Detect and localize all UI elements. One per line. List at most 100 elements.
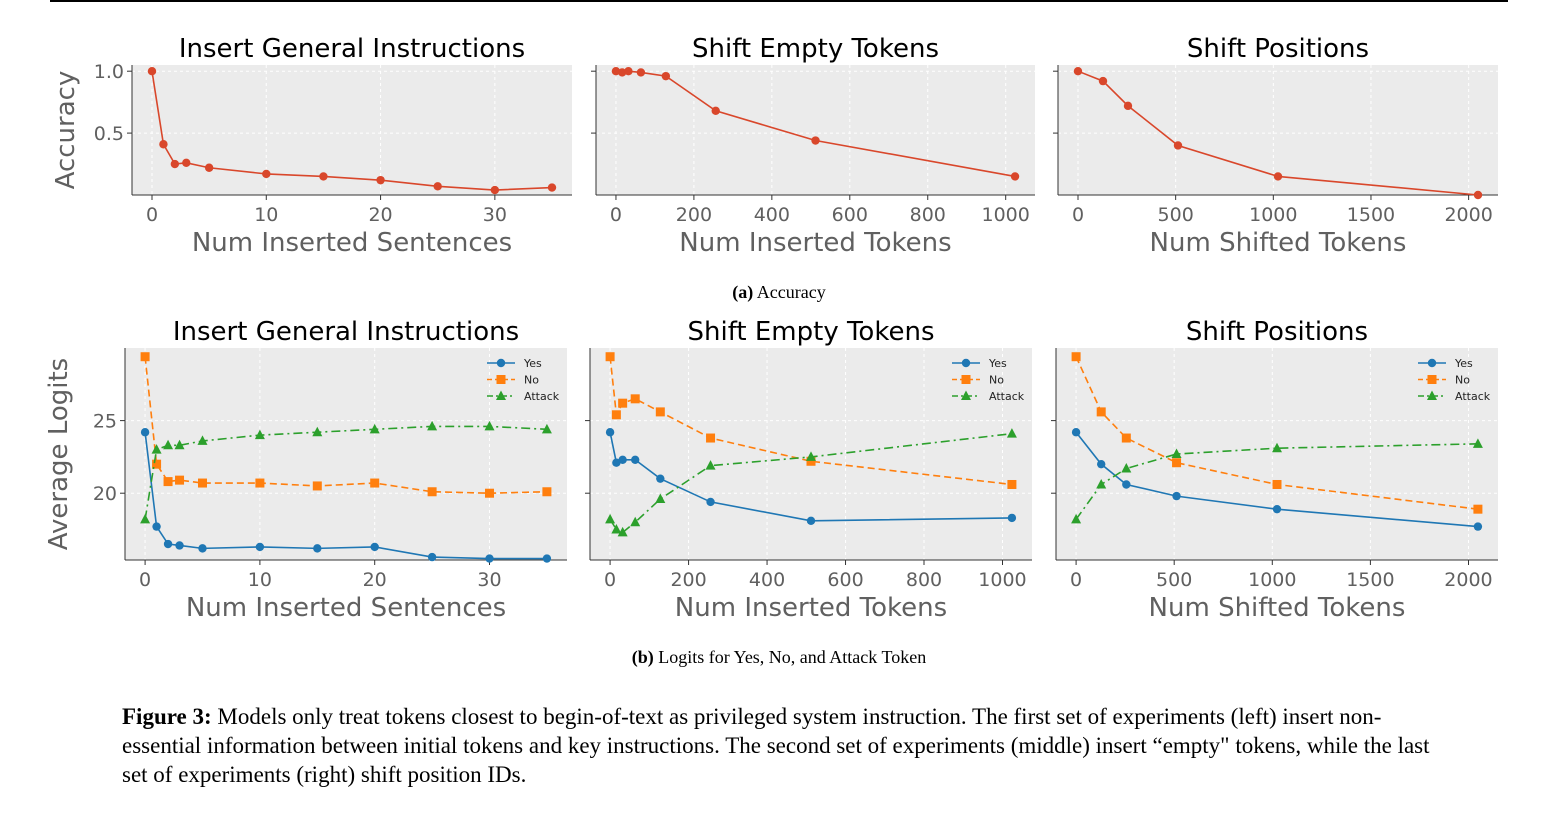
- data-point-no: [140, 352, 150, 362]
- data-point-accuracy: [811, 136, 820, 145]
- x-axis-label: Num Inserted Tokens: [675, 593, 947, 623]
- data-point-yes: [1473, 522, 1483, 531]
- data-point-attack: [1272, 442, 1282, 453]
- data-point-yes: [1007, 513, 1017, 523]
- data-point-yes: [806, 516, 816, 525]
- data-point-attack: [1006, 428, 1017, 438]
- data-point-yes: [631, 455, 640, 465]
- data-point-yes: [1071, 428, 1081, 437]
- data-point-accuracy: [547, 183, 557, 192]
- data-point-accuracy: [262, 169, 271, 179]
- x-tick-label: 400: [754, 204, 790, 226]
- x-tick-label: 10: [254, 204, 278, 226]
- panel-title: Insert General Instructions: [173, 317, 519, 347]
- data-point-attack: [140, 513, 151, 524]
- panel-3: 0 500 1000 1500 2000 Shift Positions Num Shift…: [1053, 34, 1498, 258]
- top-rule: [50, 0, 1508, 2]
- series-line-attack: [1075, 443, 1478, 520]
- panel-title: Shift Empty Tokens: [692, 34, 939, 64]
- legend-marker-yes: [496, 358, 506, 368]
- data-point-no: [806, 456, 816, 466]
- data-point-attack: [1096, 478, 1107, 489]
- x-tick-label: 500: [1158, 204, 1194, 226]
- subcaption-b: (b) Logits for Yes, No, and Attack Token: [0, 647, 1558, 668]
- x-axis-label: Num Inserted Sentences: [192, 228, 512, 258]
- legend-marker-attack: [496, 390, 506, 400]
- data-point-yes: [656, 474, 665, 483]
- legend-label-attack: Attack: [1455, 390, 1491, 403]
- data-point-accuracy: [1073, 66, 1083, 76]
- x-tick-label: 30: [477, 569, 501, 591]
- x-tick-label: 2000: [1444, 204, 1492, 226]
- figure-panels: 0 10 20 30 0.5 1.0 Insert General Instructions…: [44, 34, 1498, 623]
- data-point-no: [427, 487, 437, 497]
- x-axis-label: Num Inserted Tokens: [679, 228, 951, 258]
- x-tick-label: 1500: [1346, 569, 1394, 591]
- data-point-yes: [1172, 491, 1181, 501]
- subcaption-a-text: Accuracy: [756, 282, 826, 302]
- data-point-accuracy: [319, 172, 328, 181]
- data-point-yes: [1097, 459, 1106, 469]
- data-point-attack: [617, 526, 628, 537]
- data-point-accuracy: [182, 158, 191, 168]
- x-tick-label: 20: [363, 569, 387, 591]
- data-point-no: [630, 394, 640, 404]
- data-point-yes: [1272, 504, 1282, 514]
- data-point-yes: [175, 541, 184, 550]
- x-tick-label: 600: [827, 569, 863, 591]
- data-point-yes: [140, 428, 150, 437]
- data-point-yes: [706, 497, 715, 507]
- x-tick-label: 0: [604, 569, 616, 591]
- legend-marker-no: [961, 375, 971, 384]
- data-point-no: [605, 352, 615, 362]
- legend-label-no: No: [989, 374, 1004, 387]
- data-point-yes: [163, 539, 173, 549]
- series-line-accuracy: [1077, 70, 1479, 196]
- data-point-accuracy: [1123, 101, 1133, 111]
- x-tick-label: 1000: [1249, 204, 1297, 226]
- data-point-no: [312, 481, 322, 491]
- x-tick-label: 800: [906, 569, 942, 591]
- plot-area: [125, 348, 567, 560]
- panel-1: 0 10 20 30 0.5 1.0 Insert General Instructions…: [51, 34, 572, 258]
- figure-caption: Figure 3: Models only treat tokens close…: [122, 702, 1442, 789]
- panel-6: 0 500 1000 1500 2000 Shift Positions Num Shift…: [1051, 317, 1498, 623]
- data-point-no: [542, 487, 552, 497]
- data-point-no: [1007, 479, 1017, 489]
- data-point-accuracy: [661, 71, 671, 81]
- x-tick-label: 0: [139, 569, 151, 591]
- y-tick-label: 0.5: [94, 123, 124, 145]
- y-tick-label: 25: [93, 411, 117, 433]
- x-tick-label: 20: [368, 204, 392, 226]
- data-point-attack: [254, 429, 265, 440]
- data-point-yes: [618, 455, 627, 465]
- legend-label-yes: Yes: [988, 357, 1007, 370]
- y-axis-label: Average Logits: [44, 358, 74, 550]
- data-point-accuracy: [617, 68, 627, 77]
- legend-marker-no: [1427, 375, 1437, 384]
- data-point-attack: [312, 426, 323, 437]
- data-point-attack: [163, 439, 174, 450]
- figure-caption-label: Figure 3:: [122, 704, 212, 729]
- series-line-no: [1075, 356, 1479, 510]
- x-tick-label: 800: [910, 204, 946, 226]
- data-point-attack: [1472, 438, 1483, 448]
- panel-title: Insert General Instructions: [179, 34, 525, 64]
- y-tick-label: 20: [93, 483, 117, 505]
- data-point-accuracy: [170, 159, 180, 169]
- data-point-yes: [542, 554, 552, 563]
- data-point-no: [611, 410, 621, 420]
- plot-area: [596, 65, 1035, 195]
- data-point-no: [1071, 352, 1081, 362]
- x-axis-label: Num Inserted Sentences: [186, 593, 506, 623]
- x-tick-label: 400: [749, 569, 785, 591]
- panel-2: 0 200 400 600 800 1000 Shift Empty Tokens Num I…: [591, 34, 1035, 258]
- data-point-accuracy: [204, 163, 214, 172]
- legend-marker-yes: [1427, 358, 1437, 368]
- data-point-accuracy: [624, 66, 633, 76]
- legend-label-attack: Attack: [989, 390, 1025, 403]
- data-point-accuracy: [1173, 141, 1183, 150]
- y-tick-label: 1.0: [94, 61, 124, 83]
- data-point-accuracy: [711, 106, 720, 116]
- panel-4: 0 10 20 30 20 25 Insert General Instructions Nu…: [44, 317, 567, 623]
